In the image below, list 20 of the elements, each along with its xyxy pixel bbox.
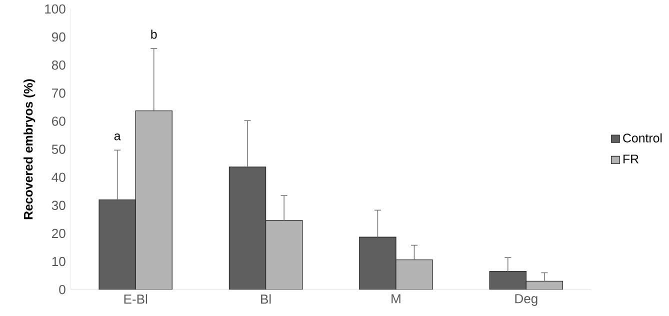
y-tick-label: 50 <box>52 144 66 154</box>
y-tick-label: 20 <box>52 228 66 238</box>
x-tick-label: Deg <box>515 294 538 306</box>
y-tick-label: 30 <box>52 200 66 210</box>
annotation: a <box>114 133 121 140</box>
y-tick-label: 90 <box>52 32 66 42</box>
y-tick-label: 0 <box>59 284 66 294</box>
legend-label: Control <box>623 133 662 142</box>
y-tick-label: 100 <box>45 4 66 14</box>
y-axis-title: Recovered embryos (%) <box>24 79 36 220</box>
y-tick-label: 60 <box>52 116 66 126</box>
y-tick-label: 70 <box>52 88 66 98</box>
y-tick-label: 10 <box>52 256 66 266</box>
y-tick-label: 40 <box>52 172 66 182</box>
y-tick-label: 80 <box>52 60 66 70</box>
x-tick-label: E-Bl <box>124 294 148 304</box>
annotation: b <box>151 30 157 39</box>
x-tick-label: Bl <box>261 294 271 304</box>
x-tick-label: M <box>392 294 400 304</box>
legend-label: FR <box>624 154 638 164</box>
